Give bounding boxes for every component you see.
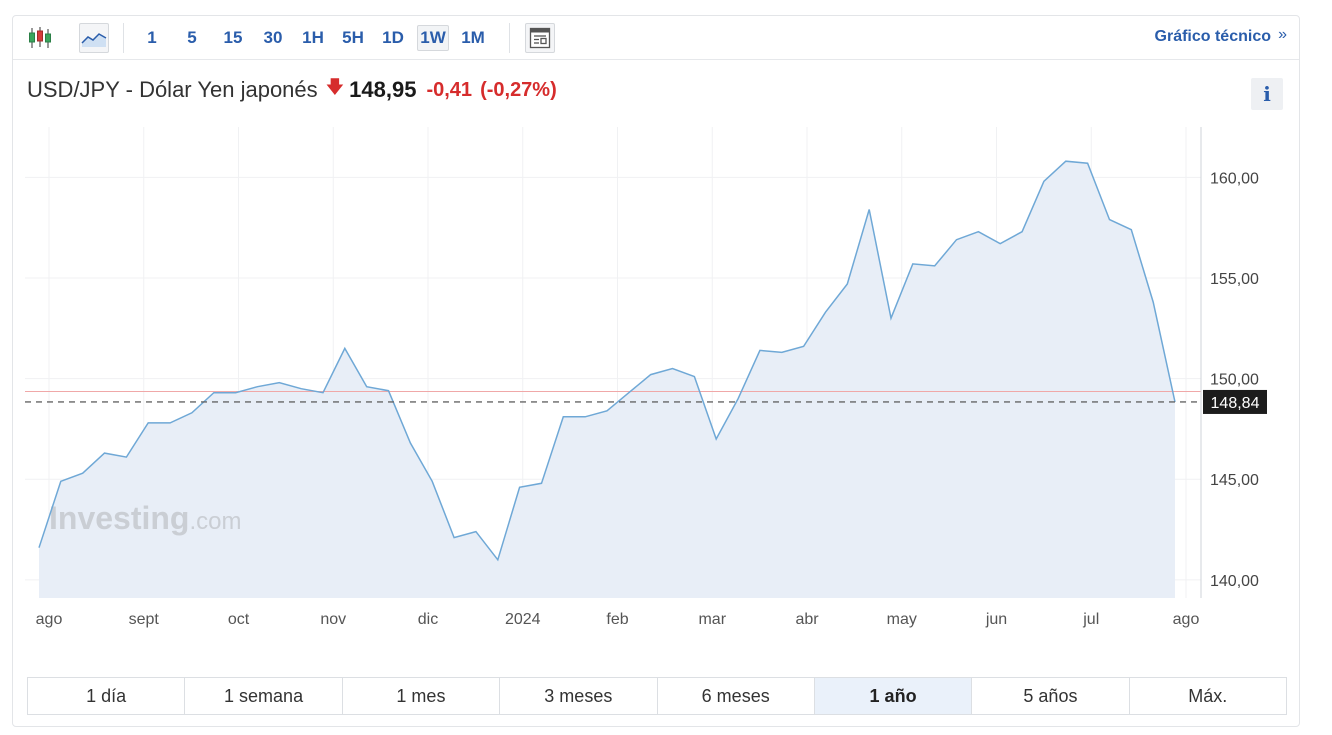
toolbar-separator <box>123 23 124 53</box>
x-tick-label: ago <box>36 611 63 628</box>
y-tick-label: 140,00 <box>1210 573 1259 590</box>
x-tick-label: jun <box>985 611 1007 628</box>
x-tick-label: dic <box>418 611 438 628</box>
range-1w[interactable]: 1 semana <box>185 678 343 714</box>
last-value-badge <box>1203 389 1267 414</box>
chevron-right-icon[interactable]: » <box>1278 26 1287 43</box>
range-1y[interactable]: 1 año <box>814 678 973 714</box>
price-area <box>39 161 1175 598</box>
range-max[interactable]: Máx. <box>1188 686 1228 706</box>
interval-1w[interactable]: 1W <box>417 25 449 51</box>
x-tick-label: sept <box>129 611 160 628</box>
chart-toolbar: 1 5 15 30 1H 5H 1D 1W 1M Gráfico técnico… <box>13 16 1299 60</box>
interval-1[interactable]: 1 <box>147 28 157 47</box>
x-tick-label: ago <box>1173 611 1200 628</box>
area-chart-icon[interactable] <box>79 23 109 53</box>
layout-icon[interactable] <box>525 23 555 53</box>
x-tick-label: oct <box>228 611 250 628</box>
interval-5[interactable]: 5 <box>187 28 197 47</box>
interval-30[interactable]: 30 <box>263 28 283 47</box>
range-1d[interactable]: 1 día <box>28 678 186 714</box>
price-change: -0,41 <box>426 78 473 101</box>
price-chart: ago sept oct nov dic 2024 feb mar abr may jun jul ag… <box>25 127 1267 628</box>
last-price: 148,95 <box>349 77 417 102</box>
y-tick-label: 155,00 <box>1210 271 1259 288</box>
last-value-label: 148,84 <box>1211 395 1260 412</box>
range-selector: 1 día 1 semana 1 mes 3 meses 6 meses 1 a… <box>27 677 1287 715</box>
range-5y[interactable]: 5 años <box>972 678 1130 714</box>
y-tick-label: 150,00 <box>1210 372 1259 389</box>
x-tick-label: nov <box>320 611 346 628</box>
toolbar-separator <box>509 23 510 53</box>
interval-5h[interactable]: 5H <box>342 28 364 47</box>
x-tick-label: mar <box>698 611 726 628</box>
x-tick-label: jul <box>1082 611 1099 628</box>
range-1m[interactable]: 1 mes <box>343 678 501 714</box>
interval-1d[interactable]: 1D <box>382 28 404 47</box>
interval-15[interactable]: 15 <box>223 28 243 47</box>
candlestick-icon[interactable] <box>25 23 55 53</box>
info-icon[interactable]: i <box>1251 78 1283 110</box>
range-6m[interactable]: 6 meses <box>658 678 815 714</box>
investing-watermark: Investing.com <box>49 500 241 536</box>
y-tick-label: 160,00 <box>1210 170 1259 187</box>
x-tick-label: abr <box>795 611 819 628</box>
y-tick-label: 145,00 <box>1210 472 1259 489</box>
pair-name: USD/JPY - Dólar Yen japonés <box>27 77 318 102</box>
x-tick-label: 2024 <box>505 611 541 628</box>
arrow-down-icon: 🡇 <box>325 77 345 97</box>
technical-chart-link[interactable]: Gráfico técnico <box>1154 28 1271 45</box>
price-change-percent: (-0,27%) <box>480 78 557 101</box>
x-tick-label: feb <box>606 611 628 628</box>
price-line <box>38 160 1176 562</box>
range-3m[interactable]: 3 meses <box>500 678 658 714</box>
quote-header: USD/JPY - Dólar Yen japonés 🡇 148,95 -0,… <box>27 76 565 104</box>
interval-1h[interactable]: 1H <box>302 28 324 47</box>
x-tick-label: may <box>887 611 917 628</box>
interval-1m[interactable]: 1M <box>461 28 485 47</box>
chart-widget: 1 5 15 30 1H 5H 1D 1W 1M Gráfico técnico… <box>12 15 1300 727</box>
